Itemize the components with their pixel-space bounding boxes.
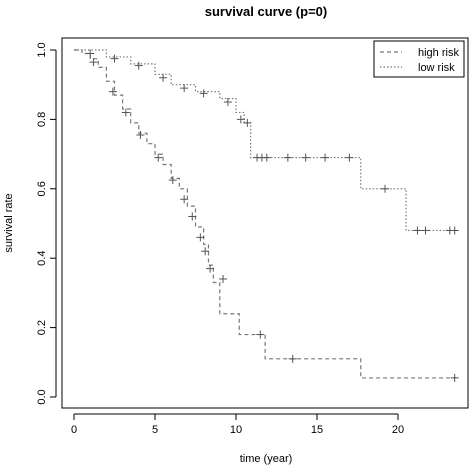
y-tick-label: 0.8: [36, 112, 48, 127]
censor-mark-low-risk: [283, 153, 292, 162]
legend: high risk low risk: [373, 40, 465, 78]
censor-mark-high-risk: [136, 131, 145, 140]
censor-mark-high-risk: [168, 176, 177, 185]
legend-label-low-risk: low risk: [418, 62, 455, 74]
y-axis-title: survival rate: [3, 193, 15, 252]
censor-mark-high-risk: [450, 373, 459, 382]
censor-mark-low-risk: [159, 73, 168, 82]
censor-mark-low-risk: [301, 153, 310, 162]
censor-mark-low-risk: [86, 49, 95, 58]
x-tick-label: 20: [392, 424, 404, 436]
y-tick-label: 1.0: [36, 42, 48, 57]
x-tick-label: 15: [311, 424, 323, 436]
censor-mark-high-risk: [201, 247, 210, 256]
censor-mark-low-risk: [450, 226, 459, 235]
censor-mark-high-risk: [89, 58, 98, 67]
legend-box: [373, 40, 465, 78]
censor-mark-low-risk: [134, 61, 143, 70]
censor-mark-low-risk: [199, 89, 208, 98]
legend-label-high-risk: high risk: [418, 47, 459, 59]
x-tick-label: 10: [230, 424, 242, 436]
y-axis: 0.0 0.2 0.4 0.6 0.8 1.0: [36, 42, 57, 405]
censor-mark-low-risk: [180, 84, 189, 93]
censor-mark-low-risk: [321, 153, 330, 162]
y-tick-label: 0.4: [36, 251, 48, 266]
chart-title: survival curve (p=0): [205, 4, 327, 19]
censor-mark-low-risk: [223, 98, 232, 107]
censor-mark-high-risk: [288, 354, 297, 363]
censor-mark-high-risk: [108, 87, 117, 96]
series-line-low-risk: [74, 49, 457, 232]
plot-frame: [61, 37, 469, 409]
censor-mark-high-risk: [219, 275, 228, 284]
censor-mark-high-risk: [154, 153, 163, 162]
series-layer: [74, 49, 459, 382]
censor-mark-low-risk: [262, 153, 271, 162]
censor-mark-high-risk: [196, 233, 205, 242]
x-axis-title: time (year): [240, 453, 293, 465]
censor-mark-high-risk: [206, 264, 215, 273]
series-line-high-risk: [74, 49, 457, 379]
censor-mark-low-risk: [110, 54, 119, 63]
censor-mark-high-risk: [256, 330, 265, 339]
y-tick-label: 0.0: [36, 389, 48, 404]
x-tick-label: 5: [152, 424, 158, 436]
censor-mark-low-risk: [243, 118, 252, 127]
y-tick-label: 0.2: [36, 320, 48, 335]
x-tick-label: 0: [71, 424, 77, 436]
y-tick-label: 0.6: [36, 181, 48, 196]
x-axis: 0 5 10 15 20: [71, 413, 404, 436]
censor-mark-low-risk: [345, 153, 354, 162]
censor-mark-low-risk: [421, 226, 430, 235]
censor-mark-high-risk: [121, 108, 130, 117]
censor-mark-high-risk: [188, 212, 197, 221]
censor-mark-high-risk: [180, 195, 189, 204]
censor-mark-low-risk: [381, 184, 390, 193]
censor-mark-low-risk: [413, 226, 422, 235]
censor-mark-low-risk: [236, 115, 245, 124]
